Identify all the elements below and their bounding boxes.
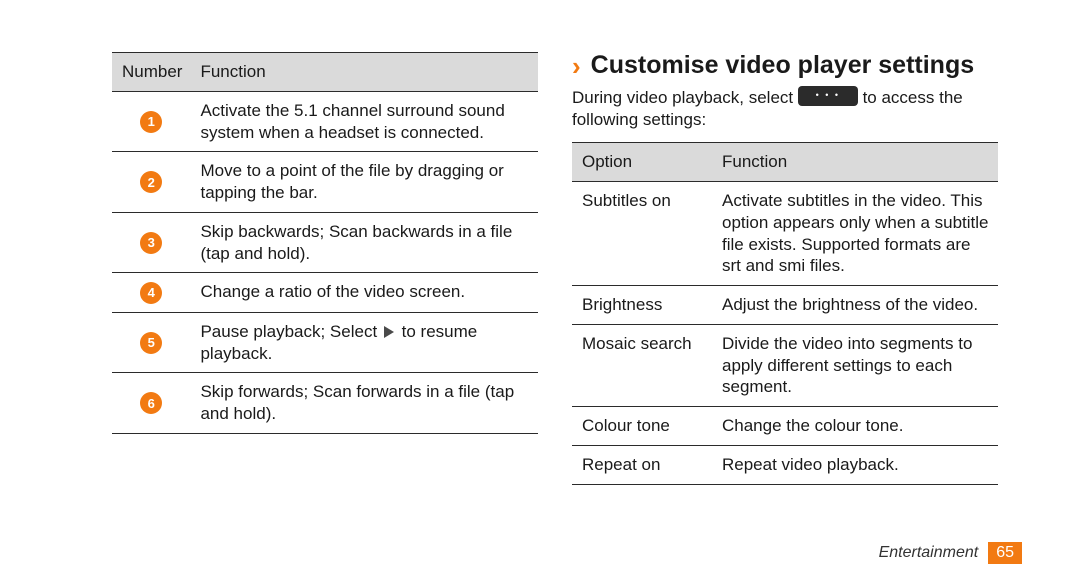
table-row: 6 Skip forwards; Scan forwards in a file…: [112, 373, 538, 434]
play-icon: [384, 326, 394, 338]
number-badge: 1: [140, 111, 162, 133]
chevron-icon: ›: [572, 53, 581, 79]
number-badge: 5: [140, 332, 162, 354]
heading-text: Customise video player settings: [591, 52, 974, 80]
option-cell: Colour tone: [572, 407, 712, 446]
table-row: 1 Activate the 5.1 channel surround soun…: [112, 91, 538, 152]
menu-key-icon: [798, 86, 858, 106]
function-cell: Change a ratio of the video screen.: [190, 273, 538, 313]
intro-pre: During video playback, select: [572, 88, 798, 107]
col-header-number: Number: [112, 53, 190, 92]
option-cell: Brightness: [572, 286, 712, 325]
options-table: Option Function Subtitles on Activate su…: [572, 142, 998, 484]
controls-table: Number Function 1 Activate the 5.1 chann…: [112, 52, 538, 434]
function-cell: Skip backwards; Scan backwards in a file…: [190, 212, 538, 273]
table-row: Colour tone Change the colour tone.: [572, 407, 998, 446]
function-cell: Change the colour tone.: [712, 407, 998, 446]
table-row: Subtitles on Activate subtitles in the v…: [572, 182, 998, 286]
page-number: 65: [988, 542, 1022, 564]
footer-section: Entertainment: [879, 544, 979, 562]
table-row: Repeat on Repeat video playback.: [572, 445, 998, 484]
col-header-option: Option: [572, 143, 712, 182]
section-heading: › Customise video player settings: [572, 52, 998, 80]
option-cell: Mosaic search: [572, 324, 712, 406]
option-cell: Repeat on: [572, 445, 712, 484]
text-pre: Pause playback; Select: [200, 322, 381, 341]
col-header-function: Function: [190, 53, 538, 92]
table-row: 2 Move to a point of the file by draggin…: [112, 152, 538, 213]
number-badge: 2: [140, 171, 162, 193]
table-row: Mosaic search Divide the video into segm…: [572, 324, 998, 406]
function-cell: Activate the 5.1 channel surround sound …: [190, 91, 538, 152]
table-row: 5 Pause playback; Select to resume playb…: [112, 312, 538, 373]
table-row: Brightness Adjust the brightness of the …: [572, 286, 998, 325]
function-cell: Adjust the brightness of the video.: [712, 286, 998, 325]
page-footer: Entertainment 65: [879, 542, 1022, 564]
function-cell: Skip forwards; Scan forwards in a file (…: [190, 373, 538, 434]
table-row: 3 Skip backwards; Scan backwards in a fi…: [112, 212, 538, 273]
intro-text: During video playback, select to access …: [572, 86, 998, 133]
number-badge: 4: [140, 282, 162, 304]
function-cell: Pause playback; Select to resume playbac…: [190, 312, 538, 373]
function-cell: Move to a point of the file by dragging …: [190, 152, 538, 213]
function-cell: Divide the video into segments to apply …: [712, 324, 998, 406]
function-cell: Repeat video playback.: [712, 445, 998, 484]
table-row: 4 Change a ratio of the video screen.: [112, 273, 538, 313]
function-cell: Activate subtitles in the video. This op…: [712, 182, 998, 286]
number-badge: 3: [140, 232, 162, 254]
number-badge: 6: [140, 392, 162, 414]
option-cell: Subtitles on: [572, 182, 712, 286]
col-header-function: Function: [712, 143, 998, 182]
